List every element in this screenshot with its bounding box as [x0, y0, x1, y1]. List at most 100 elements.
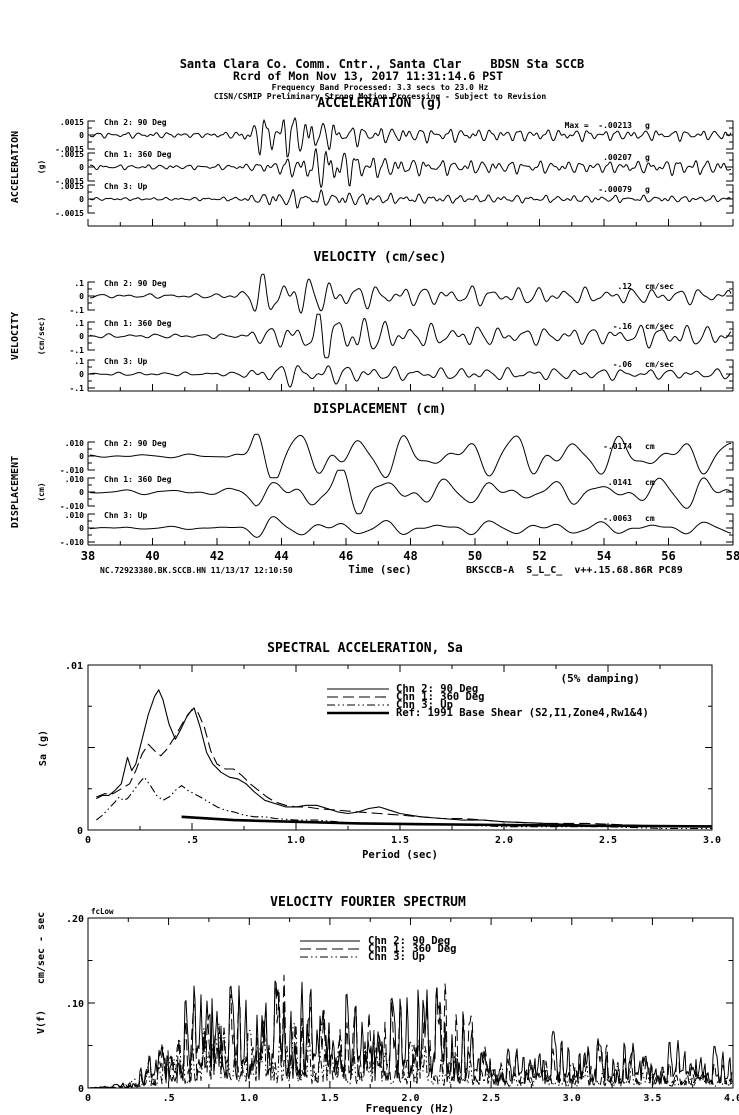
- ytick-label: 0: [79, 163, 84, 172]
- velocity-title: VELOCITY (cm/sec): [313, 250, 446, 265]
- sa-xtick-label: 0: [85, 835, 91, 846]
- sa-xaxis-title: Period (sec): [362, 849, 438, 861]
- peak-value-label: -.06: [613, 360, 632, 369]
- time-tick-label: 48: [403, 549, 417, 563]
- panel-displacement: DISPLACEMENT (cm) DISPLACEMENT (cm) .010 0 -.…: [10, 402, 739, 576]
- fourier-xtick-label: 3.5: [643, 1093, 661, 1104]
- channel-label: Chn 2: 90 Deg: [104, 279, 167, 288]
- fourier-xtick-label: 1.5: [321, 1093, 339, 1104]
- header-frequency-band-line: Frequency Band Processed: 3.3 secs to 23…: [272, 83, 489, 92]
- peak-unit-label: cm: [645, 478, 655, 487]
- ytick-label: .0015: [60, 150, 84, 159]
- right-axis-bracket: [726, 441, 734, 471]
- right-axis-bracket: [726, 152, 734, 182]
- sa-curve-3: [95, 776, 712, 829]
- sa-yaxis-title: Sa (g): [38, 730, 49, 766]
- time-tick-label: 44: [274, 549, 288, 563]
- damping-annotation: (5% damping): [561, 672, 640, 685]
- time-tick-label: 38: [81, 549, 95, 563]
- left-axis-bracket: [87, 120, 95, 150]
- channel-label: Chn 3: Up: [104, 357, 148, 366]
- ytick-label: 0: [79, 488, 84, 497]
- fourier-ytick-label: 0: [78, 1084, 84, 1095]
- right-axis-bracket: [726, 321, 734, 351]
- fourier-curve-3: [89, 1022, 733, 1089]
- header-record-line: Rcrd of Mon Nov 13, 2017 11:31:14.6 PST: [233, 69, 503, 83]
- panel-fourier: VELOCITY FOURIER SPECTRUM fcLow 0 .5 1.0 1.5 2…: [36, 895, 739, 1115]
- ytick-label: -.0015: [55, 177, 84, 186]
- time-tick-label: 58: [726, 549, 739, 563]
- header-station-line: Santa Clara Co. Comm. Cntr., Santa Clar …: [180, 57, 585, 71]
- time-axis: [87, 384, 734, 392]
- right-axis-bracket: [726, 359, 734, 389]
- fourier-xtick-label: 0: [85, 1093, 91, 1104]
- acceleration-axis-label: ACCELERATION: [10, 131, 21, 203]
- fourier-xtick-label: 4.0: [724, 1093, 739, 1104]
- sa-title: SPECTRAL ACCELERATION, Sa: [267, 641, 463, 656]
- fourier-yaxis-unit: cm/sec - sec: [36, 912, 47, 984]
- ytick-label: -.0015: [55, 209, 84, 218]
- legend-label: Chn 2: 90 Deg: [368, 935, 450, 947]
- left-axis-bracket: [87, 513, 95, 543]
- waveform-trace-acceleration-1: [89, 117, 732, 158]
- peak-unit-label: g: [645, 185, 650, 194]
- ytick-label: .1: [74, 279, 84, 288]
- footer-station-version: BKSCCB-A S_L_C_ v++.15.68.86R PC89: [466, 565, 683, 576]
- ytick-label: -.010: [60, 538, 84, 547]
- ytick-label: 0: [79, 332, 84, 341]
- sa-xtick-label: .5: [186, 835, 198, 846]
- sa-xtick-label: 1.0: [287, 835, 305, 846]
- ytick-label: 0: [79, 292, 84, 301]
- ytick-label: -.010: [60, 466, 84, 475]
- panel-sa: SPECTRAL ACCELERATION, Sa (5% damping) 0 .5…: [38, 641, 721, 861]
- fourier-yaxis-title: V(f): [36, 1010, 47, 1034]
- peak-unit-label: g: [645, 121, 650, 130]
- fourier-xaxis-title: Frequency (Hz): [366, 1103, 455, 1115]
- left-axis-bracket: [87, 477, 95, 507]
- ytick-label: -.1: [70, 346, 85, 355]
- ytick-label: 0: [79, 370, 84, 379]
- ytick-label: 0: [79, 195, 84, 204]
- peak-unit-label: cm/sec: [645, 360, 674, 369]
- time-axis: [87, 538, 734, 546]
- ytick-label: .010: [65, 511, 84, 520]
- velocity-axis-unit: (cm/sec): [37, 317, 46, 356]
- peak-unit-label: cm: [645, 514, 655, 523]
- time-tick-label: 42: [210, 549, 224, 563]
- legend-label: Chn 1: 360 Deg: [396, 691, 485, 703]
- ytick-label: -.0015: [55, 145, 84, 154]
- time-axis-title: Time (sec): [348, 564, 411, 576]
- sa-curve-2: [96, 708, 712, 828]
- footer-record-id: NC.72923380.BK.SCCB.HN 11/13/17 12:10:50: [100, 566, 293, 575]
- legend-label: Chn 2: 90 Deg: [396, 683, 478, 695]
- header-processing-note-line: CISN/CSMIP Preliminary Strong Motion Pro…: [214, 91, 547, 101]
- time-tick-label: 52: [532, 549, 546, 563]
- waveform-trace-acceleration-2: [89, 148, 732, 188]
- sa-curve-4: [181, 815, 713, 828]
- waveform-trace-displacement-2: [89, 469, 732, 515]
- panel-acceleration: ACCELERATION (g) ACCELERATION (g) .0015 0 -.0…: [10, 96, 734, 227]
- fourier-xtick-label: 3.0: [563, 1093, 581, 1104]
- right-axis-bracket: [726, 184, 734, 214]
- peak-value-label: .0141: [608, 478, 632, 487]
- acceleration-axis-unit: (g): [37, 160, 46, 174]
- ytick-label: .010: [65, 475, 84, 484]
- panel-velocity: VELOCITY (cm/sec) VELOCITY (cm/sec) .1 0 -.1 C…: [10, 250, 734, 393]
- sa-xtick-label: 2.5: [599, 835, 617, 846]
- ytick-label: .010: [65, 439, 84, 448]
- legend-label: Chn 3: Up: [368, 951, 425, 963]
- peak-value-label: -.0063: [603, 514, 632, 523]
- right-axis-bracket: [726, 281, 734, 311]
- waveform-trace-displacement-1: [89, 433, 731, 479]
- legend-label: Ref: 1991 Base Shear (S2,I1,Zone4,Rw1&4): [396, 707, 649, 719]
- fourier-xtick-label: 2.0: [401, 1093, 419, 1104]
- legend-label: Chn 1: 360 Deg: [368, 943, 457, 955]
- sa-xtick-label: 2.0: [495, 835, 513, 846]
- ytick-label: 0: [79, 452, 84, 461]
- peak-value-label: Max = -.00213: [565, 121, 633, 130]
- fourier-xtick-label: .5: [163, 1093, 175, 1104]
- waveform-trace-velocity-3: [90, 365, 732, 388]
- peak-unit-label: cm/sec: [645, 322, 674, 331]
